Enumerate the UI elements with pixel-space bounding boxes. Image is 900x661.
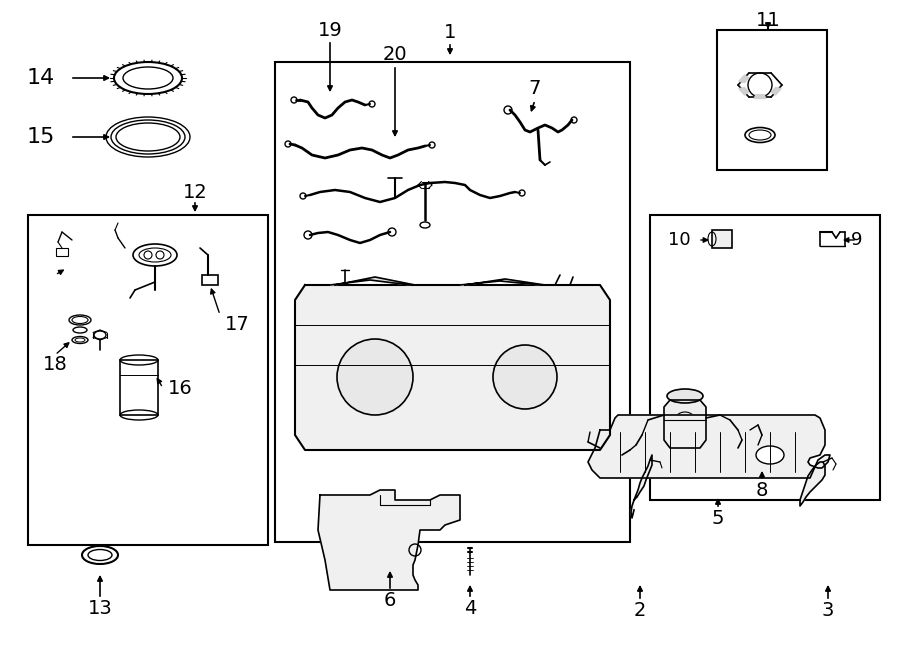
Bar <box>650 215 880 500</box>
Text: 18: 18 <box>42 356 68 375</box>
Circle shape <box>493 345 557 409</box>
Text: 4: 4 <box>464 598 476 617</box>
Text: 19: 19 <box>318 20 342 40</box>
Text: 11: 11 <box>756 11 780 30</box>
Bar <box>712 230 732 248</box>
Bar <box>717 30 827 170</box>
Text: 2: 2 <box>634 600 646 619</box>
Ellipse shape <box>667 389 703 403</box>
Circle shape <box>337 339 413 415</box>
Bar <box>56 248 68 256</box>
Bar <box>120 360 158 415</box>
Bar <box>275 62 630 542</box>
Polygon shape <box>800 462 825 506</box>
Polygon shape <box>664 400 706 448</box>
Text: 13: 13 <box>87 598 112 617</box>
Text: 14: 14 <box>27 68 55 88</box>
Text: 8: 8 <box>756 481 769 500</box>
Text: 5: 5 <box>712 508 724 527</box>
Text: 7: 7 <box>529 79 541 98</box>
Polygon shape <box>318 490 460 590</box>
Text: 1: 1 <box>444 24 456 42</box>
Polygon shape <box>754 95 766 98</box>
Text: 17: 17 <box>225 315 250 334</box>
Text: 10: 10 <box>668 231 690 249</box>
Text: 15: 15 <box>27 127 55 147</box>
Polygon shape <box>460 279 545 285</box>
Text: 16: 16 <box>168 379 193 397</box>
Text: 6: 6 <box>383 590 396 609</box>
Polygon shape <box>588 415 830 478</box>
Text: 9: 9 <box>850 231 862 249</box>
Polygon shape <box>739 75 749 83</box>
Text: 3: 3 <box>822 600 834 619</box>
Ellipse shape <box>756 446 784 464</box>
Polygon shape <box>295 285 610 450</box>
Polygon shape <box>739 88 749 95</box>
Text: 12: 12 <box>183 184 207 202</box>
Polygon shape <box>771 88 781 95</box>
Polygon shape <box>330 277 415 285</box>
Text: 20: 20 <box>382 46 408 65</box>
Polygon shape <box>631 455 652 518</box>
Bar <box>28 215 268 545</box>
Bar <box>202 275 218 285</box>
